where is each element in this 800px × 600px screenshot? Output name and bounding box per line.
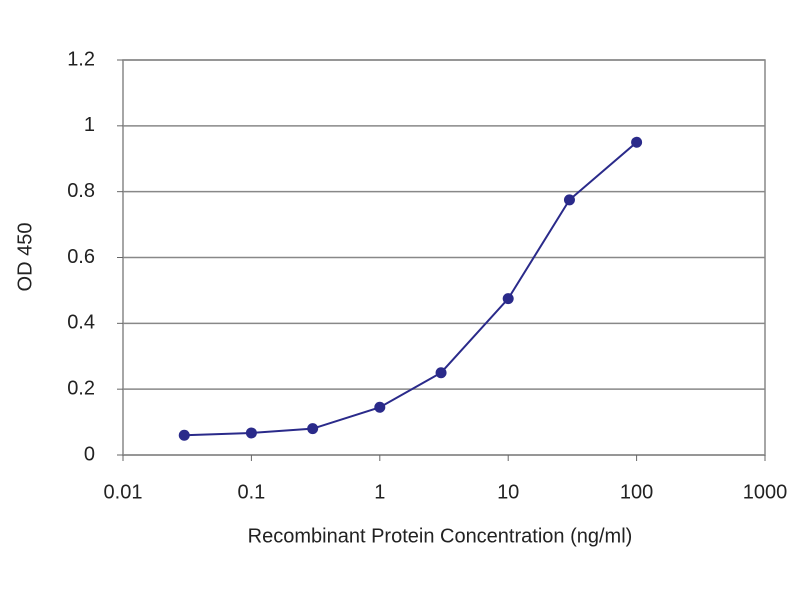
x-axis-label: Recombinant Protein Concentration (ng/ml… <box>248 525 633 547</box>
data-point <box>245 427 257 439</box>
y-tick-label: 0.8 <box>67 180 95 202</box>
data-point <box>374 401 386 413</box>
data-point <box>563 194 575 206</box>
y-tick-label: 0.6 <box>67 246 95 268</box>
data-point <box>307 423 319 435</box>
x-tick-label: 0.1 <box>237 481 265 503</box>
x-tick-label: 1 <box>374 481 385 503</box>
x-tick-label: 100 <box>620 481 653 503</box>
data-point <box>631 136 643 148</box>
y-tick-label: 0 <box>84 443 95 465</box>
x-tick-label: 10 <box>497 481 519 503</box>
y-tick-label: 1.2 <box>67 48 95 70</box>
y-tick-label: 1 <box>84 114 95 136</box>
x-tick-label: 1000 <box>743 481 788 503</box>
y-tick-label: 0.2 <box>67 377 95 399</box>
data-line <box>184 141 638 437</box>
data-point <box>435 367 447 379</box>
data-point <box>178 429 190 441</box>
y-tick-label: 0.4 <box>67 312 95 334</box>
x-tick-label: 0.01 <box>104 481 143 503</box>
y-axis-label: OD 450 <box>14 223 36 292</box>
data-point <box>502 293 514 305</box>
